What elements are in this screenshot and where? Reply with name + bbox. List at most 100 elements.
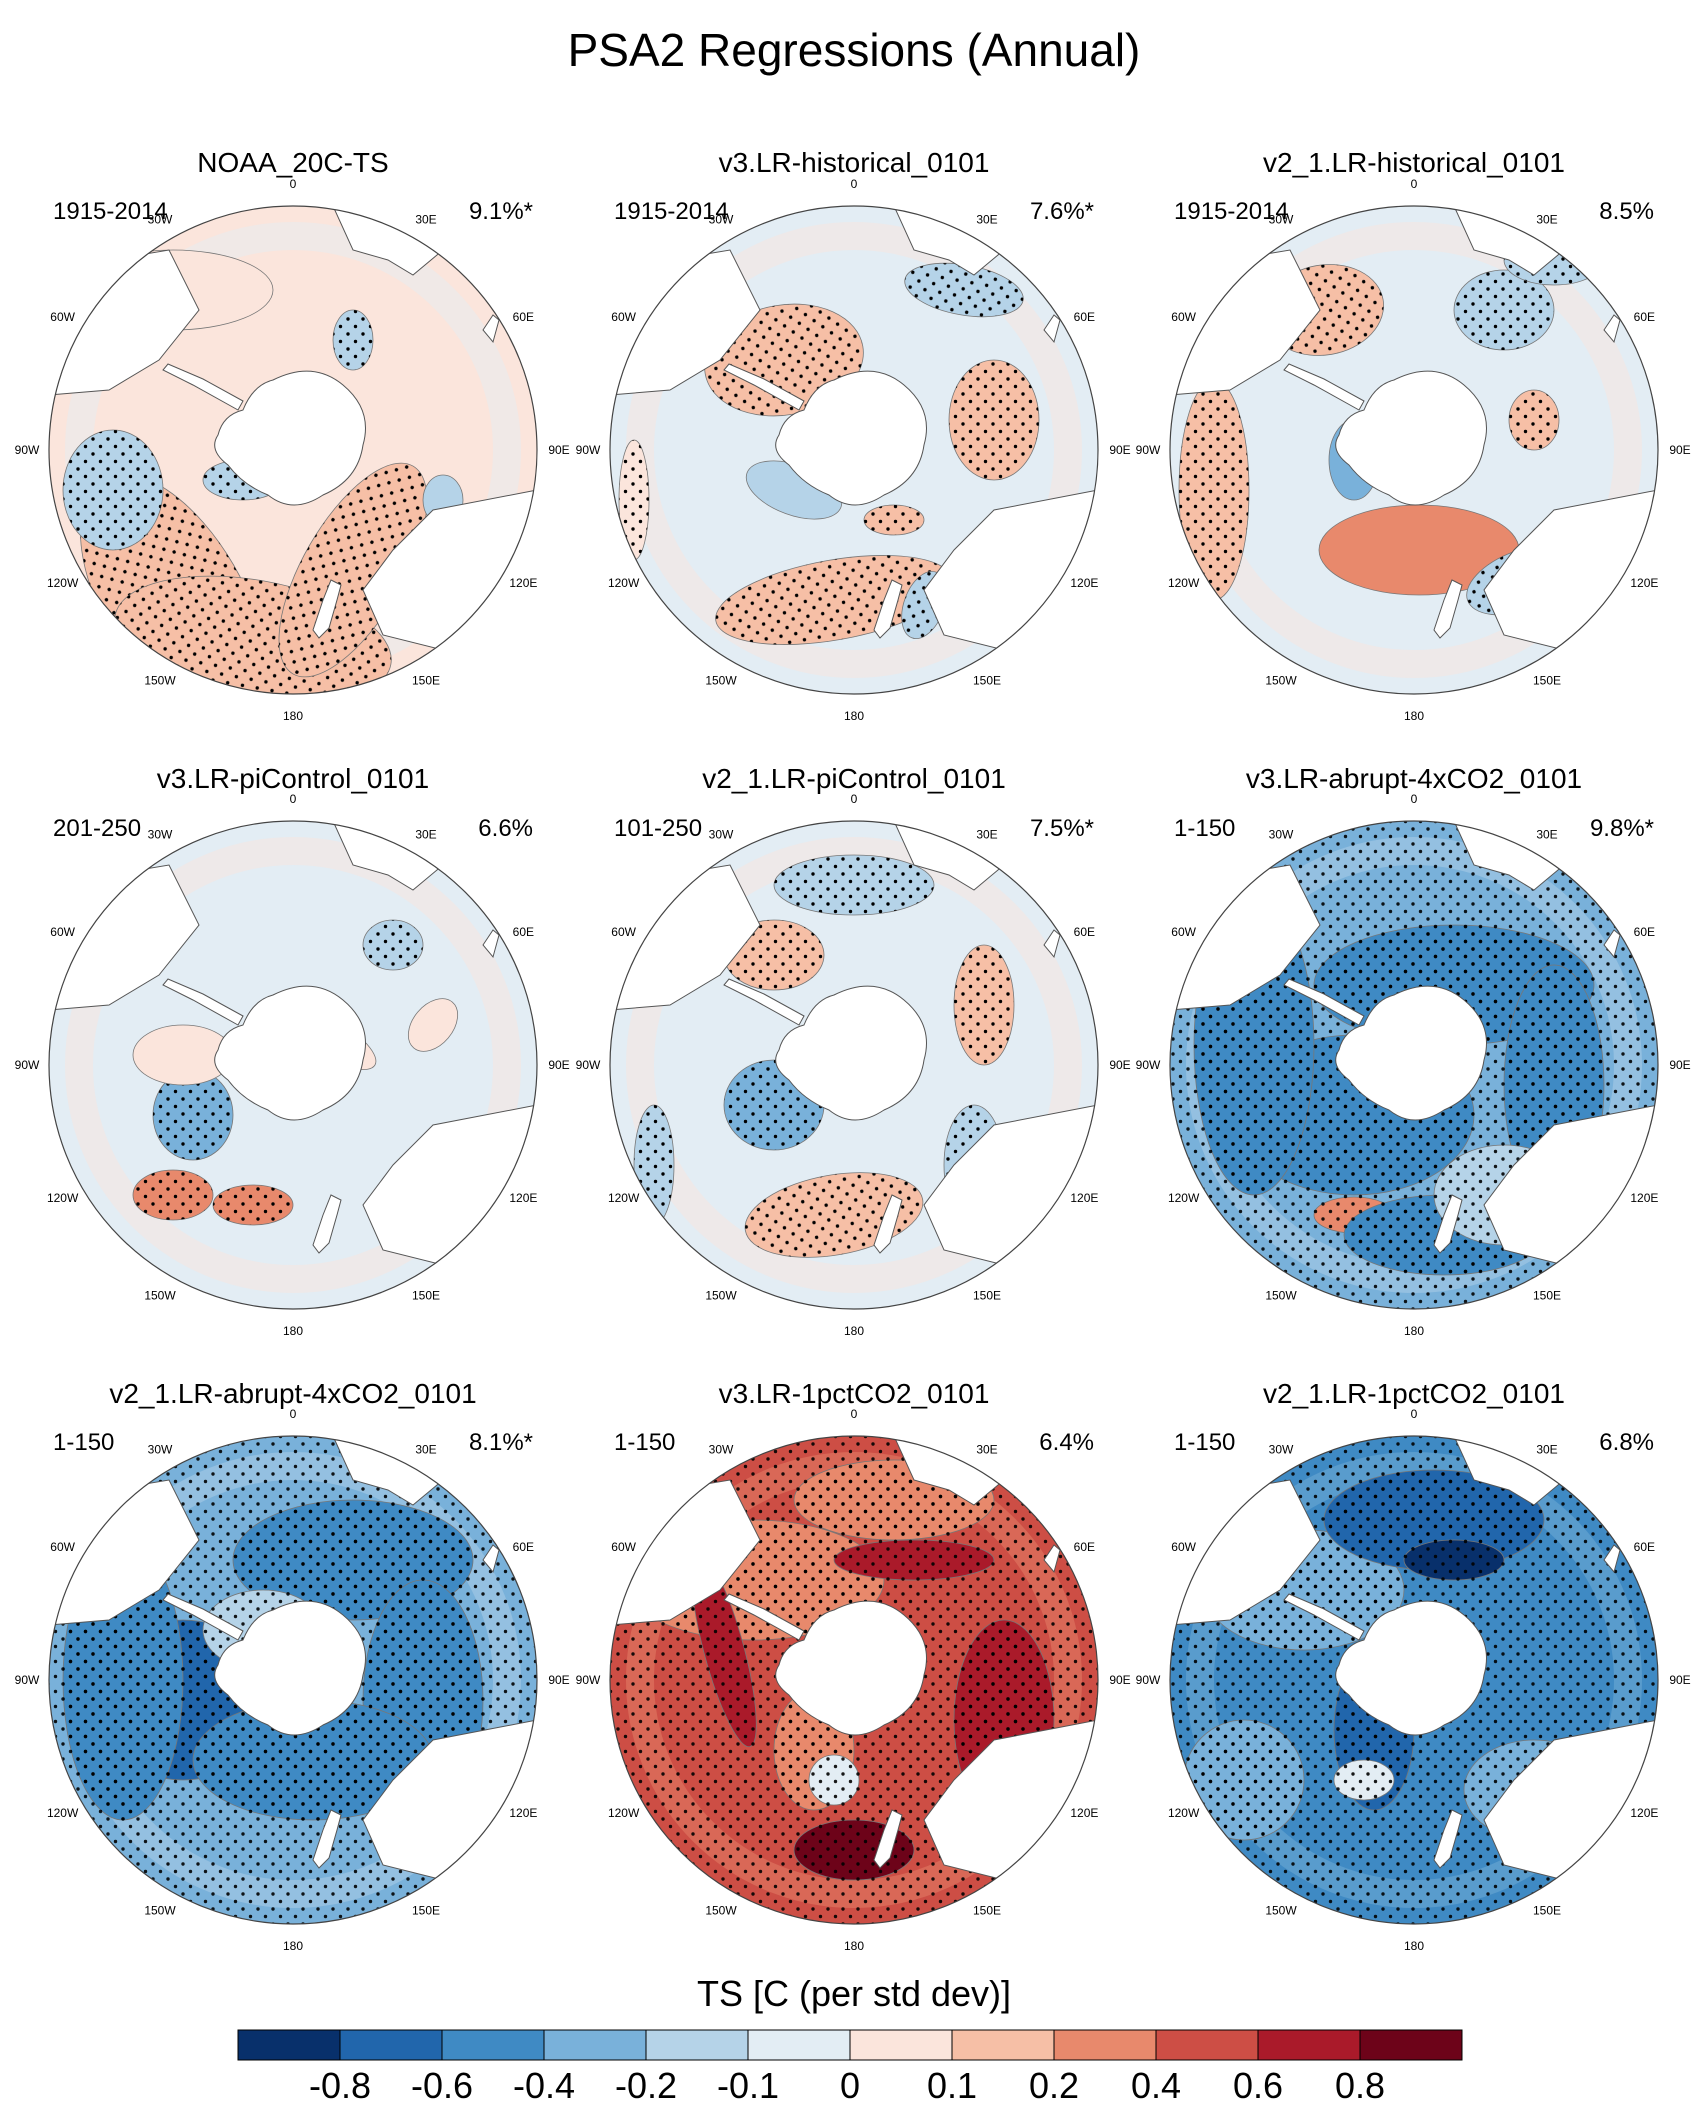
lon-label: 30E [1536, 828, 1557, 842]
map-field [610, 1436, 1098, 1924]
lon-label: 90E [548, 1058, 569, 1072]
significance-stipple [1509, 390, 1559, 450]
lon-label: 0 [290, 177, 297, 191]
lon-label: 30E [1536, 213, 1557, 227]
lon-label: 120W [47, 576, 79, 590]
lon-label: 60E [1634, 1540, 1655, 1554]
map-field [1170, 1436, 1658, 1924]
lon-label: 0 [1411, 1407, 1418, 1421]
lon-label: 30W [1269, 1443, 1294, 1457]
lon-label: 60W [611, 1540, 636, 1554]
lon-label: 30W [709, 828, 734, 842]
lon-label: 90E [1109, 1058, 1130, 1072]
lon-label: 180 [844, 1939, 864, 1953]
lon-label: 150W [705, 673, 737, 687]
panel-years: 1915-2014 [1174, 198, 1289, 225]
lon-label: 120E [1630, 1191, 1658, 1205]
panel-years: 201-250 [53, 815, 141, 842]
lon-label: 60W [1171, 925, 1196, 939]
significance-stipple [153, 1070, 233, 1160]
map-field [49, 821, 537, 1309]
lon-label: 150W [144, 673, 176, 687]
lon-label: 150W [144, 1288, 176, 1302]
panel-title: v2_1.LR-abrupt-4xCO2_0101 [109, 1378, 476, 1409]
panel: 0 30E 60E 90E 120E 150E 180 150W 120W 90W 60W 30W v3… [576, 147, 1131, 723]
lon-label: 180 [283, 709, 303, 723]
panel-variance-pct: 9.1%* [469, 198, 533, 225]
colorbar-tick-label: 0.2 [1029, 2065, 1079, 2106]
significance-stipple [363, 920, 423, 970]
panel: 0 30E 60E 90E 120E 150E 180 150W 120W 90W 60W 30W v2… [15, 1378, 570, 1953]
colorbar-tick-label: 0 [840, 2065, 860, 2106]
lon-label: 180 [283, 1939, 303, 1953]
panel-variance-pct: 8.1%* [469, 1429, 533, 1456]
lon-label: 150E [973, 673, 1001, 687]
lon-label: 60W [50, 925, 75, 939]
lon-label: 30W [148, 1443, 173, 1457]
significance-stipple [634, 1105, 674, 1225]
lon-label: 30E [415, 828, 436, 842]
lon-label: 180 [844, 709, 864, 723]
lon-label: 30E [976, 1443, 997, 1457]
lon-label: 120E [1070, 1191, 1098, 1205]
lon-label: 150W [1265, 1288, 1297, 1302]
lon-label: 150E [412, 673, 440, 687]
panel: 0 30E 60E 90E 120E 150E 180 150W 120W 90W 60W 30W v2… [1136, 1378, 1691, 1953]
lon-label: 0 [851, 792, 858, 806]
colorbar-tick-label: 0.4 [1131, 2065, 1181, 2106]
lon-label: 30W [1269, 213, 1294, 227]
panel-variance-pct: 7.6%* [1030, 198, 1094, 225]
map-border [609, 205, 1099, 695]
lon-label: 90E [1109, 1673, 1130, 1687]
panel-variance-pct: 6.6% [478, 815, 533, 842]
lon-label: 120W [47, 1191, 79, 1205]
lon-label: 90W [15, 1058, 40, 1072]
significance-stipple [715, 555, 953, 645]
lon-label: 150W [705, 1288, 737, 1302]
lon-label: 120E [1070, 1806, 1098, 1820]
panel-years: 1-150 [1174, 815, 1235, 842]
panel-title: v3.LR-abrupt-4xCO2_0101 [1246, 763, 1582, 794]
lon-label: 180 [844, 1324, 864, 1338]
panel-title: v3.LR-1pctCO2_0101 [719, 1378, 990, 1409]
colorbar-swatch [1257, 2029, 1361, 2061]
colorbar-swatch [441, 2029, 545, 2061]
panel: 0 30E 60E 90E 120E 150E 180 150W 120W 90W 60W 30W v2… [576, 763, 1131, 1338]
lon-label: 120E [509, 1806, 537, 1820]
lon-label: 150E [973, 1288, 1001, 1302]
map-field [610, 821, 1098, 1309]
lon-label: 90E [1669, 1673, 1690, 1687]
colorbar-swatch [543, 2029, 647, 2061]
lon-label: 60W [611, 310, 636, 324]
map-border [48, 820, 538, 1310]
lon-label: 90E [1669, 443, 1690, 457]
panel-title: v2_1.LR-historical_0101 [1263, 147, 1565, 178]
lon-label: 0 [1411, 177, 1418, 191]
significance-stipple [619, 440, 649, 560]
panel-title: v3.LR-piControl_0101 [157, 763, 429, 794]
colorbar-swatch [645, 2029, 749, 2061]
lon-label: 180 [1404, 1324, 1424, 1338]
lon-label: 120W [1168, 576, 1200, 590]
colorbar-swatch [747, 2029, 851, 2061]
map-field [1170, 206, 1658, 694]
lon-label: 150E [1533, 1903, 1561, 1917]
panel-variance-pct: 6.8% [1599, 1429, 1654, 1456]
lon-label: 60E [1634, 925, 1655, 939]
lon-label: 60W [50, 310, 75, 324]
lon-label: 90W [576, 1673, 601, 1687]
panel-variance-pct: 6.4% [1039, 1429, 1094, 1456]
lon-label: 60W [1171, 310, 1196, 324]
colorbar: TS [C (per std dev)] -0.8 -0.6 -0.4 -0.2 -0.1… [237, 1973, 1463, 2106]
lon-label: 90W [1136, 443, 1161, 457]
map-border [609, 820, 1099, 1310]
significance-stipple [774, 855, 934, 915]
lon-label: 90W [576, 443, 601, 457]
lon-label: 60W [1171, 1540, 1196, 1554]
colorbar-swatch [1053, 2029, 1157, 2061]
lon-label: 30E [1536, 1443, 1557, 1457]
lon-label: 150W [705, 1903, 737, 1917]
significance-stipple [333, 310, 373, 370]
lon-label: 0 [290, 1407, 297, 1421]
lon-label: 120W [608, 576, 640, 590]
